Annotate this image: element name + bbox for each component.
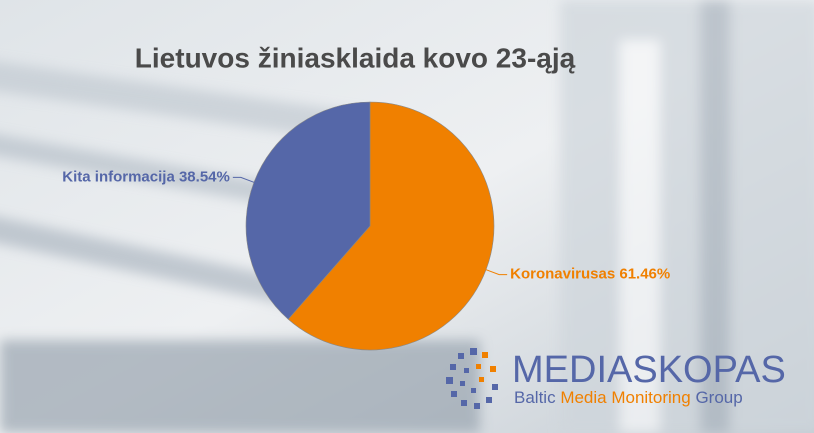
logo-tagline-part: Group <box>695 388 742 407</box>
logo-tagline-part: Baltic <box>514 388 556 407</box>
data-label: Koronavirusas 61.46% <box>510 266 670 283</box>
logo: MEDIASKOPAS Baltic Media Monitoring Grou… <box>446 348 786 409</box>
category-label: Koronavirusas <box>510 266 615 283</box>
category-label: Kita informacija <box>62 168 175 185</box>
value-label: 38.54% <box>179 168 230 185</box>
pie-slice <box>245 101 371 320</box>
pie-slice <box>287 101 495 351</box>
logo-tagline: Baltic Media Monitoring Group <box>514 388 743 407</box>
data-label: Kita informacija 38.54% <box>62 168 230 185</box>
pie <box>245 101 495 351</box>
labels: Koronavirusas 61.46% Kita informacija 38.… <box>62 168 670 282</box>
leader-line <box>485 269 508 276</box>
logo-name: MEDIASKOPAS <box>512 349 786 391</box>
logo-icon <box>446 348 498 409</box>
logo-tagline-part: Media Monitoring <box>560 388 690 407</box>
value-label: 61.46% <box>619 266 670 283</box>
chart-title: Lietuvos žiniasklaida kovo 23-ąją <box>135 42 576 73</box>
leader-line <box>232 176 255 183</box>
